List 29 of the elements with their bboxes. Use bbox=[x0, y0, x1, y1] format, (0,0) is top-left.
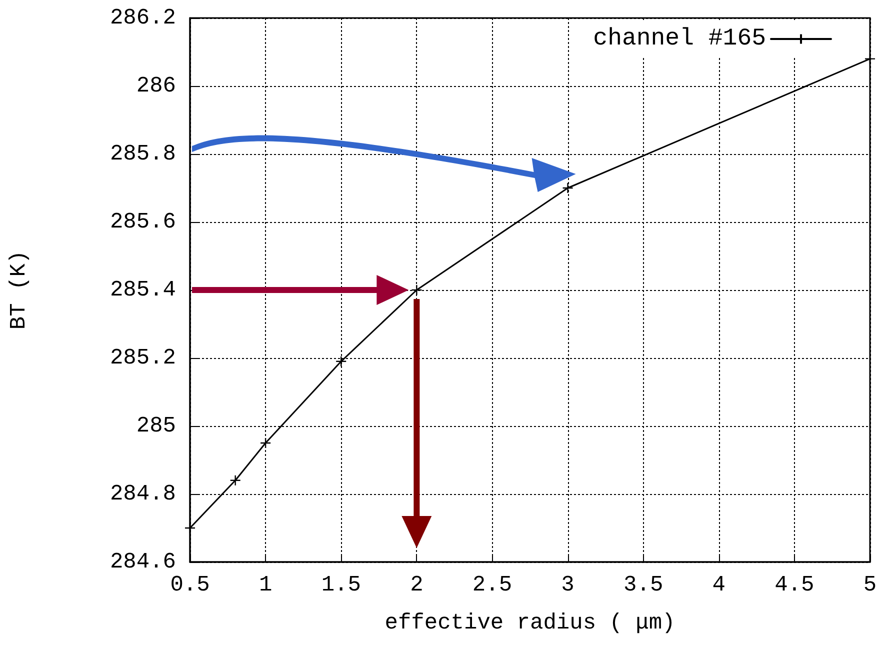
x-axis-title: effective radius ( μm) bbox=[384, 610, 676, 636]
point bbox=[260, 437, 272, 449]
point bbox=[864, 53, 876, 64]
x-tick-label: 4.5 bbox=[774, 572, 814, 598]
legend-label: channel #165 bbox=[593, 26, 766, 52]
x-tick-label: 2 bbox=[410, 572, 424, 598]
y-tick-label: 285.2 bbox=[110, 346, 176, 370]
point bbox=[184, 522, 196, 534]
y-tick-label: 284.6 bbox=[110, 550, 176, 574]
x-tick-label: 2.5 bbox=[472, 572, 512, 598]
y-axis-title: BT (K) bbox=[6, 250, 32, 330]
y-tick-label: 285.6 bbox=[110, 210, 176, 234]
y-tick-label: 286.2 bbox=[110, 6, 176, 30]
x-tick-label: 3.5 bbox=[624, 572, 664, 598]
y-tick-label: 285.4 bbox=[110, 278, 176, 302]
x-tick-label: 1.5 bbox=[321, 572, 361, 598]
x-tick-label: 0.5 bbox=[170, 572, 210, 598]
y-tick-label: 284.8 bbox=[110, 482, 176, 506]
x-tick-label: 5 bbox=[863, 572, 877, 598]
point bbox=[411, 284, 422, 296]
point bbox=[230, 474, 241, 486]
y-tick-label: 286 bbox=[136, 74, 176, 98]
x-tick-label: 3 bbox=[561, 572, 574, 598]
y-tick-label: 285.8 bbox=[110, 142, 176, 166]
x-tick-label: 4 bbox=[712, 572, 726, 598]
x-tick-label: 1 bbox=[258, 572, 272, 598]
y-tick-label: 285 bbox=[136, 414, 176, 438]
point bbox=[562, 182, 574, 194]
point bbox=[336, 356, 347, 367]
